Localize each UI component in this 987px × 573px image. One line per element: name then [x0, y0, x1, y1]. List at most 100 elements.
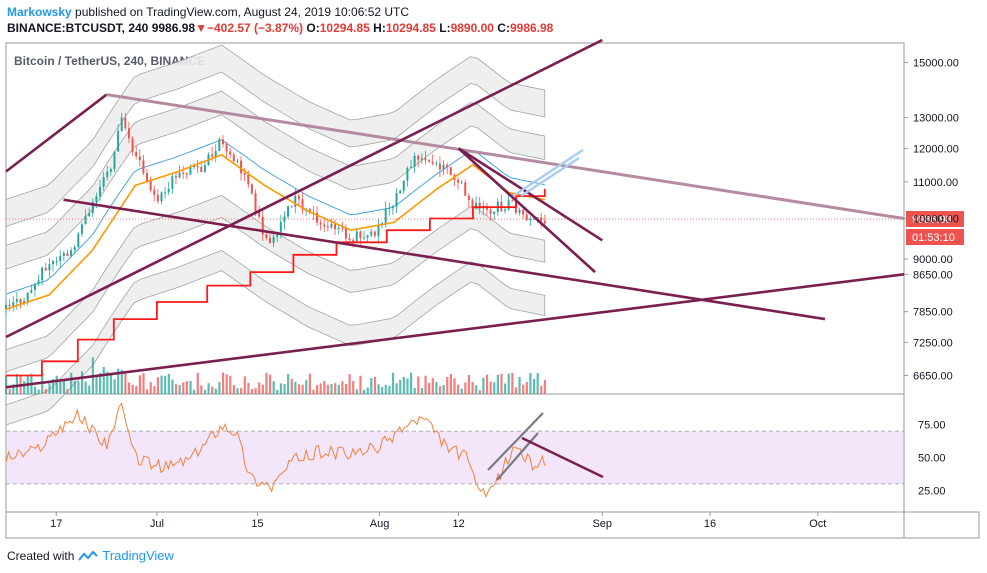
- high-label: H:: [373, 21, 386, 35]
- candle-body: [543, 220, 546, 224]
- volume-bar: [59, 381, 62, 394]
- candle-body: [214, 151, 217, 157]
- candle-body: [247, 174, 250, 185]
- candle-body: [240, 160, 243, 174]
- volume-bar: [182, 382, 185, 394]
- trendline-0[interactable]: [5, 93, 108, 173]
- candle-body: [420, 158, 423, 160]
- volume-bar: [142, 373, 145, 394]
- oscillator-trendline: [521, 436, 604, 479]
- candle-body: [109, 168, 112, 172]
- candle-body: [529, 218, 532, 221]
- volume-bar: [5, 376, 8, 394]
- candle-body: [399, 190, 402, 194]
- volume-bar: [305, 380, 308, 394]
- symbol-label: BINANCE:BTCUSDT, 240: [7, 21, 149, 35]
- volume-bar: [225, 374, 228, 394]
- candle-body: [185, 173, 188, 175]
- trendline-4[interactable]: [5, 273, 905, 389]
- candle-body: [395, 193, 398, 207]
- trendline-5[interactable]: [457, 147, 603, 242]
- red-step-line: [6, 188, 546, 377]
- volume-bar: [95, 374, 98, 394]
- candle-body: [402, 180, 405, 191]
- candle-body: [77, 233, 80, 248]
- candle-body: [464, 182, 467, 196]
- candle-body: [153, 190, 156, 195]
- candle-body: [507, 200, 510, 210]
- candle-body: [359, 231, 362, 239]
- volume-bar: [207, 383, 210, 394]
- candle-body: [131, 138, 134, 152]
- volume-bar: [489, 381, 492, 394]
- volume-bar: [377, 384, 380, 394]
- volume-bar: [15, 373, 19, 394]
- volume-bar: [261, 384, 264, 394]
- time-axis-frame: [5, 511, 980, 539]
- candle-body: [536, 217, 539, 219]
- candle-body: [48, 264, 51, 271]
- candle-body: [417, 155, 420, 160]
- candle-body: [294, 195, 297, 207]
- low-value: 9890.00: [450, 21, 494, 35]
- candle-body: [334, 224, 337, 230]
- volume-bar: [52, 379, 55, 394]
- candle-body: [44, 267, 47, 271]
- trendlines[interactable]: [5, 38, 905, 389]
- volume-bar: [156, 377, 160, 394]
- volume-bar: [424, 375, 427, 394]
- time-tick-label: Sep: [592, 518, 612, 530]
- candle-body: [475, 202, 478, 209]
- candle-body: [250, 184, 253, 194]
- volume-bar: [138, 375, 141, 394]
- volume-bar: [438, 386, 442, 394]
- volume-bar: [48, 383, 51, 394]
- candle-body: [138, 156, 141, 161]
- candle-body: [182, 172, 185, 174]
- volume-bar: [193, 389, 196, 394]
- volume-bar: [185, 381, 189, 394]
- volume-bar: [211, 386, 214, 394]
- oscillator-tick-label: 75.00: [918, 420, 946, 432]
- countdown-label: 01:53:10: [912, 232, 955, 244]
- candle-body: [146, 173, 149, 182]
- candle-body: [428, 160, 431, 162]
- volume-bar: [511, 372, 514, 394]
- candlesticks: [5, 112, 546, 317]
- volume-bar: [160, 375, 163, 394]
- trendline-1[interactable]: [106, 93, 905, 221]
- volume-bar: [406, 378, 409, 394]
- volume-bar: [178, 385, 181, 394]
- candle-body: [438, 163, 441, 170]
- tradingview-brand[interactable]: TradingView: [102, 548, 174, 563]
- volume-bar: [496, 374, 499, 394]
- candle-body: [471, 200, 474, 209]
- candle-body: [283, 216, 286, 222]
- volume-bar: [167, 373, 170, 394]
- candle-body: [431, 161, 434, 164]
- volume-bars: [5, 357, 546, 394]
- candle-body: [117, 130, 120, 152]
- countdown-badge: [906, 229, 964, 246]
- volume-bar: [102, 366, 105, 394]
- candle-body: [196, 165, 199, 168]
- candle-body: [377, 225, 380, 236]
- time-tick-label: 15: [251, 518, 263, 530]
- time-tick-label: 16: [704, 518, 716, 530]
- candle-body: [518, 209, 521, 213]
- volume-bar: [84, 381, 87, 394]
- candle-body: [326, 226, 329, 228]
- candle-body: [406, 167, 409, 181]
- candle-body: [26, 292, 29, 302]
- candle-body: [70, 250, 73, 257]
- author-name[interactable]: Markowsky: [7, 5, 72, 19]
- candle-body: [272, 236, 275, 243]
- volume-bar: [514, 387, 518, 394]
- candle-body: [323, 224, 326, 227]
- volume-bar: [341, 381, 344, 394]
- trendline-2[interactable]: [5, 38, 603, 339]
- trendline-6[interactable]: [457, 147, 596, 274]
- candle-body: [171, 176, 174, 190]
- envelope-band-2: [5, 194, 546, 373]
